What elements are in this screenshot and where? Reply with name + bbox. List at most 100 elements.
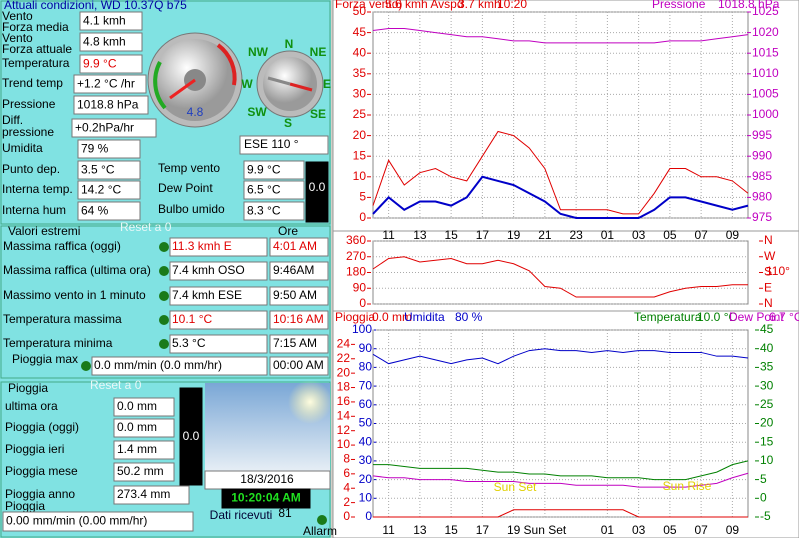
tick-label: 20 (353, 128, 367, 142)
x-tick-label: 03 (632, 228, 646, 242)
value-box (79, 11, 143, 31)
compass-label: SW (247, 105, 267, 119)
chart-header: 10.0 °C (697, 310, 737, 324)
series-line (372, 27, 749, 44)
tick-label: 1025 (752, 4, 779, 18)
display-value: 0.0 (309, 180, 326, 194)
tick-label: 40 (760, 341, 774, 355)
tick-label: 10 (337, 437, 351, 451)
series-line (372, 130, 749, 215)
chart-header: Umidita (404, 310, 445, 324)
alarm-light (317, 515, 327, 525)
tick-label: 12 (337, 423, 351, 437)
extreme-value: 7.4 kmh ESE (172, 288, 242, 302)
series-line (372, 175, 749, 219)
x-tick-label: 01 (601, 523, 615, 537)
tick-label: 1005 (752, 87, 779, 101)
extreme-value: 11.3 kmh E (172, 239, 232, 253)
x-tick-label: 23 (569, 228, 583, 242)
tick-label: 25 (353, 107, 367, 121)
value-box (71, 118, 157, 138)
tick-label: 60 (359, 397, 373, 411)
x-tick-label: 07 (694, 523, 708, 537)
value-box (269, 356, 329, 376)
tick-label: 270 (346, 249, 366, 263)
x-tick-label: 07 (694, 228, 708, 242)
tick-label: 30 (359, 453, 373, 467)
tick-label: 16 (337, 394, 351, 408)
field-value: 6.5 °C (247, 183, 281, 197)
series-line (373, 460, 749, 481)
tick-label: 0 (359, 210, 366, 224)
status-label: Allarm (303, 524, 337, 538)
tick-label: N (764, 296, 773, 310)
tick-label: 18 (337, 380, 351, 394)
value-box (169, 310, 268, 330)
field-value: +1.2 °C /hr (77, 77, 135, 91)
extreme-label: Massima raffica (oggi) (3, 239, 121, 253)
tick-label: 5 (359, 190, 366, 204)
field-label: Vento (2, 31, 33, 45)
compass-label: NE (310, 45, 327, 59)
tick-label: 1020 (752, 25, 779, 39)
value-box (179, 387, 203, 486)
status-dot (81, 361, 91, 371)
extreme-time: 9:46AM (273, 263, 314, 277)
field-value: 8.3 °C (247, 204, 281, 218)
tick-label: -5 (760, 509, 771, 523)
extreme-value: 0.0 mm/min (0.0 mm/hr) (94, 358, 222, 372)
value-box (243, 160, 305, 180)
field-label: Diff. (2, 113, 23, 127)
x-tick-label: Sun Set (524, 523, 567, 537)
field-label: Temp vento (158, 161, 220, 175)
rain-value: 0.0 mm (117, 420, 157, 434)
annotation: 110° (766, 264, 790, 278)
field-value: 4.8 kmh (83, 35, 126, 49)
status-dot (159, 339, 169, 349)
tick-label: 1015 (752, 45, 779, 59)
value-box (73, 95, 149, 115)
value-box (243, 180, 305, 200)
tick-label: 50 (353, 4, 367, 18)
tick-label: 14 (337, 408, 351, 422)
tick-label: 5 (760, 472, 767, 486)
tick-label: 0 (343, 509, 350, 523)
chart-header: Pressione (652, 0, 706, 11)
compass-label: S (284, 116, 292, 130)
tick-label: 980 (752, 190, 772, 204)
field-label: Temperatura (2, 56, 70, 70)
chart-header: Temperatura (634, 310, 702, 324)
rain-value: 273.4 mm (117, 487, 170, 501)
value-box (73, 74, 147, 94)
field-label: Trend temp (2, 76, 63, 90)
tick-label: 35 (760, 360, 774, 374)
tick-label: 20 (760, 416, 774, 430)
section-title: Valori estremi (8, 224, 80, 238)
extreme-time: 4:01 AM (273, 239, 317, 253)
tick-label: 10 (760, 453, 774, 467)
x-tick-label: 03 (632, 523, 646, 537)
extreme-value: 7.4 kmh OSO (172, 263, 245, 277)
value-box (79, 54, 143, 74)
compass-label: E (323, 77, 331, 91)
rain-label: Pioggia mese (5, 464, 78, 478)
x-tick-label: 05 (663, 523, 677, 537)
sun (288, 380, 332, 424)
status-dot (159, 291, 169, 301)
compass (256, 50, 324, 118)
value-box (269, 261, 329, 281)
chart-header: 80 % (455, 310, 483, 324)
value-box (77, 201, 141, 221)
value-box (169, 334, 268, 354)
tick-label: 15 (760, 434, 774, 448)
rain-value: 0.0 mm (117, 399, 157, 413)
rain-rate: 0.00 mm/min (0.00 mm/hr) (6, 514, 147, 528)
status-dot (159, 242, 169, 252)
extreme-value: 10.1 °C (172, 312, 212, 326)
tick-label: 180 (346, 265, 366, 279)
series-line (372, 472, 749, 488)
rain-label: ultima ora (5, 399, 58, 413)
wind-direction: ESE 110 ° (244, 137, 299, 151)
x-tick-label: 17 (476, 228, 490, 242)
value-box (77, 139, 141, 159)
